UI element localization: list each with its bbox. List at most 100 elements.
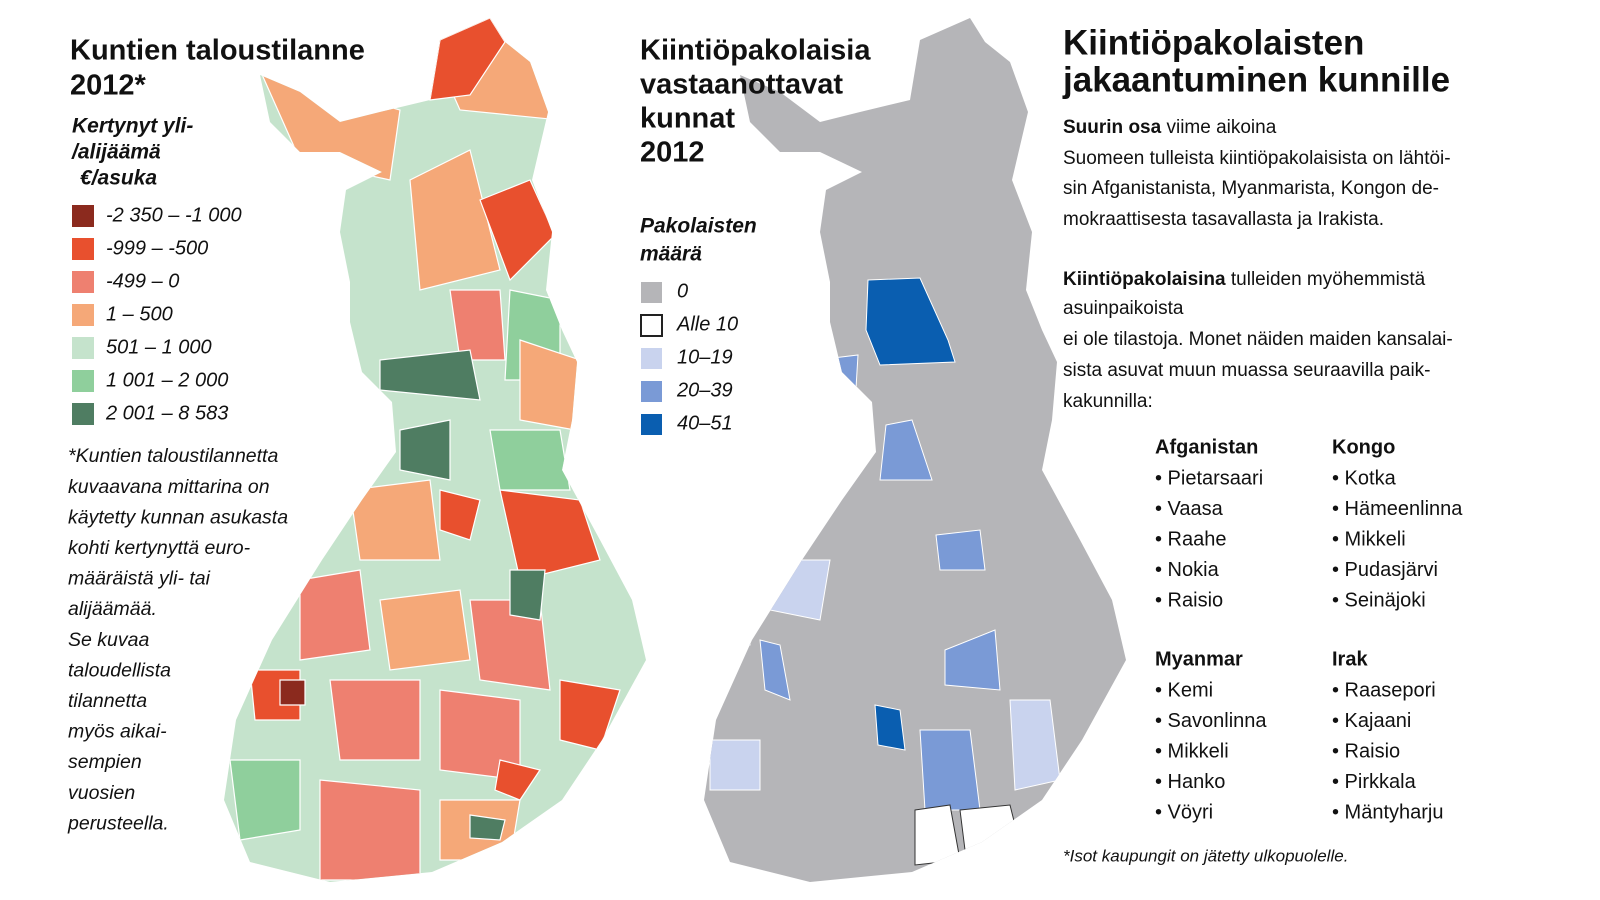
legend-swatch — [641, 414, 662, 435]
list-item: • Savonlinna — [1155, 710, 1267, 732]
note: kohti kertynyttä euro- — [68, 537, 251, 559]
text-segment: tulleiden myöhemmistä — [1226, 269, 1426, 290]
list-item: • Mikkeli — [1155, 740, 1229, 762]
note: myös aikai- — [68, 721, 167, 743]
region — [499, 489, 601, 581]
paragraph-line: sista asuvat muun muassa seuraavilla pai… — [1063, 360, 1431, 381]
region — [874, 704, 906, 751]
text-segment: sin Afganistanista, Myanmarista, Kongon … — [1063, 178, 1439, 199]
paragraph-line: Suomeen tulleista kiintiöpakolaisista on… — [1063, 148, 1451, 169]
economy-map — [224, 18, 646, 882]
legend-label: -499 – 0 — [106, 270, 179, 292]
region — [865, 277, 956, 366]
paragraph-line: Kiintiöpakolaisina tulleiden myöhemmistä — [1063, 269, 1426, 290]
region — [719, 629, 751, 646]
region — [759, 639, 791, 701]
map-title: Kuntien taloustilanne — [70, 35, 365, 67]
legend-title: /alijäämä — [71, 141, 161, 164]
text-segment: Suomeen tulleista kiintiöpakolaisista on… — [1063, 148, 1451, 169]
legend-label: 1 001 – 2 000 — [106, 369, 228, 391]
map-title: Kiintiöpakolaisia — [640, 35, 871, 67]
legend-label: 2 001 – 8 583 — [105, 402, 228, 424]
text-segment: Kiintiöpakolaisina — [1063, 269, 1226, 290]
group-heading: Irak — [1332, 648, 1368, 670]
list-item: • Mäntyharju — [1332, 801, 1444, 823]
region — [439, 489, 481, 541]
list-item: • Raahe — [1155, 528, 1227, 550]
legend-swatch — [72, 238, 94, 260]
legend-title: Pakolaisten — [640, 215, 757, 238]
footnote: *Isot kaupungit on jätetty ulkopuolelle. — [1063, 846, 1348, 865]
legend-swatch — [72, 205, 94, 227]
note: Se kuvaa — [68, 629, 149, 651]
list-item: • Raisio — [1332, 740, 1400, 762]
region — [919, 729, 981, 811]
paragraph-line: asuinpaikoista — [1063, 298, 1184, 319]
list-item: • Vöyri — [1155, 801, 1213, 823]
paragraph-line: ei ole tilastoja. Monet näiden maiden ka… — [1063, 329, 1453, 350]
region — [832, 354, 859, 406]
list-item: • Kotka — [1332, 467, 1397, 489]
note: tilannetta — [68, 690, 147, 712]
note: taloudellista — [68, 659, 171, 681]
map-title: kunnat — [640, 103, 735, 135]
paragraph-line: Suurin osa viime aikoina — [1063, 117, 1277, 138]
region — [935, 529, 986, 571]
text-segment: sista asuvat muun muassa seuraavilla pai… — [1063, 360, 1431, 381]
list-item: • Kemi — [1155, 679, 1213, 701]
text-segment: ei ole tilastoja. Monet näiden maiden ka… — [1063, 329, 1453, 350]
region — [944, 629, 1001, 691]
text-segment: asuinpaikoista — [1063, 298, 1184, 319]
legend-label: Alle 10 — [676, 313, 738, 335]
text-segment: kakunnilla: — [1063, 391, 1153, 412]
legend-swatch — [72, 271, 94, 293]
legend-title: määrä — [640, 243, 702, 266]
region — [429, 18, 506, 101]
note: käytetty kunnan asukasta — [68, 506, 288, 528]
note: *Kuntien taloustilannetta — [68, 445, 278, 467]
legend-label: 501 – 1 000 — [106, 336, 212, 358]
legend-swatch — [72, 337, 94, 359]
legend-swatch — [72, 403, 94, 425]
legend-swatch — [641, 348, 662, 369]
article-title: jakaantuminen kunnille — [1062, 60, 1450, 99]
region — [509, 569, 546, 621]
list-item: • Kajaani — [1332, 710, 1411, 732]
legend-label: 20–39 — [676, 379, 733, 401]
map-title: vastaanottavat — [640, 69, 843, 101]
region — [489, 429, 571, 491]
region — [959, 804, 1021, 851]
region — [769, 559, 831, 621]
text-segment: Suurin osa — [1063, 117, 1162, 138]
list-item: • Hanko — [1155, 771, 1225, 793]
list-item: • Hämeenlinna — [1332, 498, 1463, 520]
list-item: • Nokia — [1155, 559, 1220, 581]
group-heading: Kongo — [1332, 436, 1395, 458]
list-item: • Pirkkala — [1332, 771, 1417, 793]
region — [559, 679, 621, 751]
legend-label: 40–51 — [677, 412, 733, 434]
note: kuvaavana mittarina on — [68, 476, 270, 498]
text-segment: mokraattisesta tasavallasta ja Irakista. — [1063, 209, 1384, 230]
paragraph-line: sin Afganistanista, Myanmarista, Kongon … — [1063, 178, 1439, 199]
paragraph-line: mokraattisesta tasavallasta ja Irakista. — [1063, 209, 1384, 230]
legend-swatch — [641, 282, 662, 303]
region — [409, 149, 501, 291]
region — [879, 419, 933, 481]
region — [349, 479, 441, 561]
list-item: • Pietarsaari — [1155, 467, 1263, 489]
legend-swatch — [72, 370, 94, 392]
region — [399, 419, 451, 481]
legend-swatch — [641, 381, 662, 402]
legend-label: 1 – 500 — [106, 303, 173, 325]
legend-label: 0 — [677, 280, 688, 302]
legend-title: Kertynyt yli- — [72, 115, 193, 138]
legend-label: -2 350 – -1 000 — [106, 204, 242, 226]
region — [379, 589, 471, 671]
note: vuosien — [68, 782, 135, 804]
list-item: • Mikkeli — [1332, 528, 1406, 550]
list-item: • Raasepori — [1332, 679, 1436, 701]
region — [709, 739, 761, 791]
